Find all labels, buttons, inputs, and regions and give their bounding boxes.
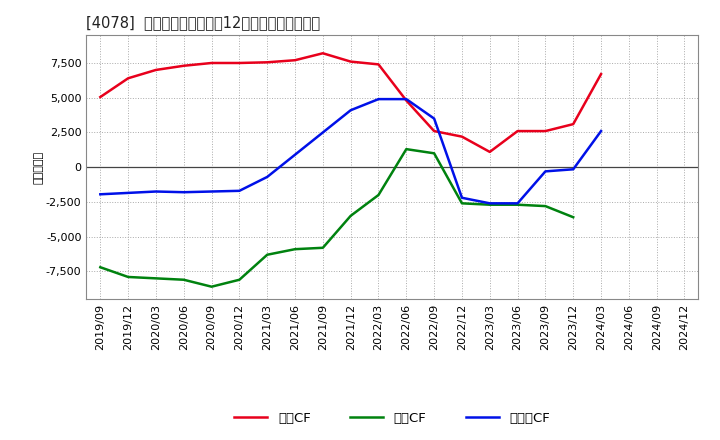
フリーCF [96,192,104,197]
営業CF [235,60,243,66]
営業CF [96,95,104,100]
投資CF [96,264,104,270]
投資CF [291,246,300,252]
営業CF [513,128,522,134]
営業CF [179,63,188,68]
投資CF [152,276,161,281]
投資CF [263,252,271,257]
投資CF [541,203,550,209]
フリーCF [318,130,327,135]
Text: [4078]  キャッシュフローの12か月移動合計の推移: [4078] キャッシュフローの12か月移動合計の推移 [86,15,320,30]
フリーCF [374,96,383,102]
フリーCF [513,201,522,206]
営業CF [346,59,355,64]
営業CF [402,98,410,103]
Line: フリーCF: フリーCF [100,99,601,203]
フリーCF [485,201,494,206]
投資CF [207,284,216,290]
営業CF [124,76,132,81]
フリーCF [207,189,216,194]
営業CF [318,51,327,56]
Line: 投資CF: 投資CF [100,149,573,287]
フリーCF [541,169,550,174]
投資CF [513,202,522,207]
Line: 営業CF: 営業CF [100,53,601,152]
営業CF [569,121,577,127]
投資CF [346,213,355,219]
フリーCF [346,108,355,113]
営業CF [597,71,606,77]
Legend: 営業CF, 投資CF, フリーCF: 営業CF, 投資CF, フリーCF [229,406,556,430]
フリーCF [179,190,188,195]
フリーCF [597,128,606,134]
フリーCF [291,152,300,158]
営業CF [152,67,161,73]
投資CF [458,201,467,206]
投資CF [179,277,188,282]
フリーCF [458,195,467,200]
投資CF [124,274,132,279]
フリーCF [430,116,438,121]
フリーCF [402,96,410,102]
投資CF [485,202,494,207]
営業CF [430,128,438,134]
投資CF [235,277,243,282]
フリーCF [569,167,577,172]
投資CF [569,215,577,220]
営業CF [458,134,467,139]
投資CF [402,147,410,152]
営業CF [541,128,550,134]
フリーCF [235,188,243,194]
投資CF [374,192,383,198]
Y-axis label: （百万円）: （百万円） [33,150,43,184]
フリーCF [263,174,271,180]
フリーCF [124,190,132,195]
投資CF [430,150,438,156]
営業CF [291,58,300,63]
営業CF [263,60,271,65]
営業CF [207,60,216,66]
営業CF [374,62,383,67]
営業CF [485,149,494,154]
フリーCF [152,189,161,194]
投資CF [318,245,327,250]
